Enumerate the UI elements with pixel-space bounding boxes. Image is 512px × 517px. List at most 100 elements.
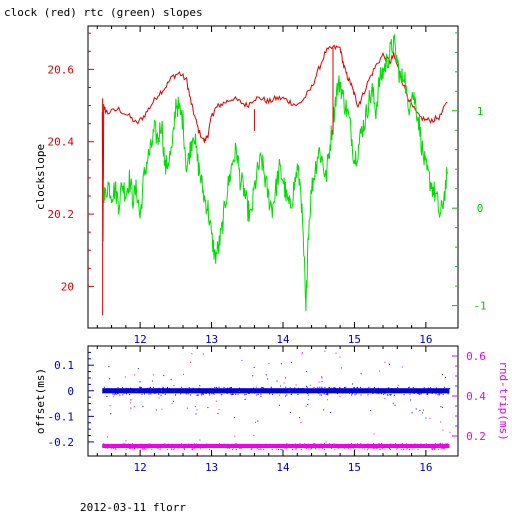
series-point-rnd-trip: [212, 445, 214, 447]
series-point-rnd-trip: [173, 449, 175, 450]
series-point-rnd-trip: [199, 447, 201, 449]
series-outlier-offset: [278, 404, 280, 406]
series-point-offset: [368, 386, 370, 388]
series-point-offset: [243, 390, 245, 392]
series-point-offset: [325, 394, 327, 395]
series-point-rnd-trip: [271, 445, 272, 447]
series-point-rnd-trip: [115, 448, 117, 450]
series-point-offset: [292, 389, 294, 391]
series-point-rnd-trip: [251, 448, 253, 450]
series-point-offset: [420, 393, 422, 395]
series-point-offset: [203, 389, 205, 390]
series-point-offset: [333, 387, 335, 389]
series-point-offset: [427, 393, 429, 395]
series-outlier-offset: [182, 389, 183, 391]
series-point-offset: [334, 388, 336, 390]
series-point-rnd-trip: [341, 447, 343, 449]
series-point-offset: [212, 392, 214, 394]
series-point-offset: [107, 388, 109, 390]
series-point-offset: [271, 392, 273, 394]
top-x-tick-label: 13: [205, 333, 218, 346]
series-point-offset: [105, 391, 107, 393]
series-outlier-offset: [130, 399, 132, 401]
series-point-rnd-trip: [324, 448, 326, 450]
series-point-rnd-trip: [295, 448, 297, 450]
series-point-rnd-trip: [304, 447, 306, 449]
series-point-offset: [167, 391, 169, 393]
series-point-rnd-trip: [147, 445, 149, 447]
series-point-rnd-trip: [301, 444, 303, 445]
series-point-rnd-trip: [374, 445, 376, 447]
series-outlier-rnd-trip: [109, 405, 111, 407]
series-point-rnd-trip: [241, 446, 243, 448]
series-outlier-offset: [217, 412, 219, 414]
series-point-offset: [426, 393, 428, 395]
series-point-offset: [147, 387, 149, 389]
series-point-rnd-trip: [181, 443, 183, 445]
series-point-rnd-trip: [436, 446, 438, 448]
series-outlier-rnd-trip: [384, 397, 386, 399]
series-point-rnd-trip: [236, 443, 238, 445]
series-point-offset: [192, 388, 193, 390]
series-outlier-rnd-trip: [196, 409, 198, 411]
series-point-rnd-trip: [175, 445, 177, 447]
series-point-offset: [211, 393, 213, 395]
bottom-panel: 12 13 14 15 16 0.1 0 -0.1 -0.2 0.6 0.4 0.2 offset…: [34, 345, 510, 474]
series-point-offset: [173, 389, 175, 391]
series-point-offset: [263, 387, 265, 389]
series-point-rnd-trip: [143, 448, 145, 450]
series-point-offset: [345, 386, 347, 388]
series-point-rnd-trip: [388, 445, 389, 447]
series-point-offset: [117, 387, 119, 389]
series-point-rnd-trip: [239, 447, 241, 449]
series-point-offset: [423, 388, 425, 390]
series-outlier-rnd-trip: [321, 381, 323, 382]
series-point-rnd-trip: [126, 445, 127, 447]
series-outlier-rnd-trip: [305, 405, 307, 407]
series-point-rnd-trip: [191, 448, 193, 450]
series-point-offset: [300, 388, 302, 390]
series-point-offset: [125, 387, 127, 389]
series-point-offset: [415, 388, 417, 390]
series-point-offset: [253, 387, 255, 389]
series-point-offset: [319, 388, 321, 390]
series-point-offset: [197, 394, 199, 396]
series-point-rnd-trip: [318, 448, 320, 450]
series-point-offset: [122, 394, 124, 396]
series-point-rnd-trip: [161, 444, 163, 446]
series-point-rnd-trip: [417, 446, 419, 448]
series-outlier-rnd-trip: [186, 407, 188, 409]
series-point-rnd-trip: [167, 446, 169, 448]
series-point-offset: [156, 389, 157, 391]
series-point-offset: [319, 394, 321, 396]
series-point-rnd-trip: [134, 447, 136, 449]
series-point-rnd-trip: [249, 445, 251, 446]
series-point-rnd-trip: [292, 444, 294, 446]
series-point-rnd-trip: [396, 447, 398, 449]
series-point-offset: [387, 387, 389, 389]
series-point-offset: [321, 387, 323, 389]
series-point-rnd-trip: [409, 444, 411, 446]
series-point-offset: [339, 392, 341, 393]
series-point-offset: [311, 390, 313, 392]
series-point-rnd-trip: [143, 448, 145, 450]
series-outlier-offset: [445, 376, 446, 378]
series-point-rnd-trip: [131, 443, 133, 445]
series-point-offset: [429, 391, 431, 392]
series-point-rnd-trip: [113, 448, 115, 449]
series-point-rnd-trip: [140, 443, 142, 445]
series-line-rtc: [102, 33, 448, 312]
bottom-y-axis-label: offset(ms): [34, 368, 47, 434]
series-point-offset: [407, 390, 409, 392]
top-left-y-axis: 20 20.2 20.4 20.6: [48, 32, 94, 293]
series-outlier-rnd-trip: [194, 406, 196, 408]
series-point-rnd-trip: [284, 447, 286, 449]
series-point-offset: [202, 393, 204, 395]
series-point-offset: [158, 387, 160, 389]
series-point-offset: [360, 386, 362, 388]
series-point-rnd-trip: [335, 445, 337, 447]
series-outlier-offset: [391, 389, 393, 391]
series-point-offset: [343, 389, 345, 391]
series-point-offset: [422, 389, 424, 391]
series-point-offset: [431, 390, 433, 392]
